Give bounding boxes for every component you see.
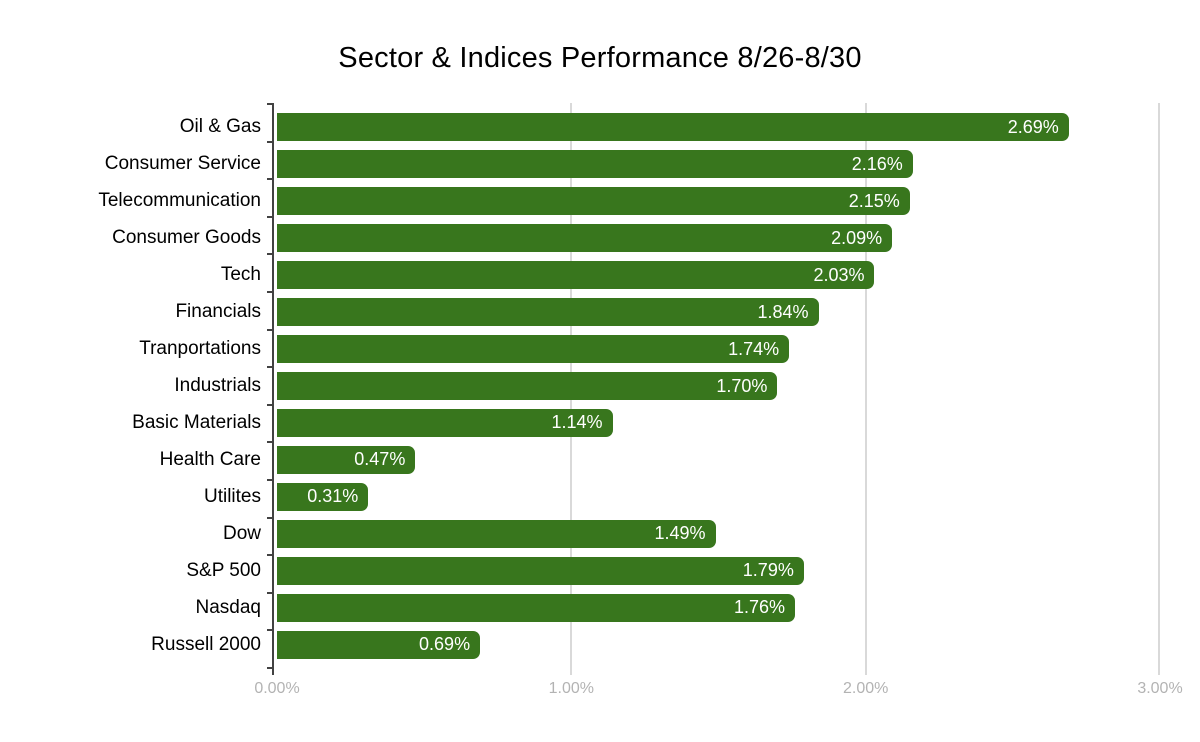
- bar-russell-2000: 0.69%: [277, 630, 481, 659]
- y-axis-tick: [267, 666, 273, 669]
- y-axis-tick: [267, 591, 273, 594]
- bar-value-label: 0.47%: [354, 449, 406, 470]
- category-label: Financials: [175, 301, 261, 323]
- bar-value-label: 2.03%: [813, 264, 865, 285]
- bar-tranportations: 1.74%: [277, 335, 790, 364]
- bar-row: 1.14%: [277, 405, 1160, 442]
- chart-title: Sector & Indices Performance 8/26-8/30: [338, 42, 862, 74]
- bar-consumer-service: 2.16%: [277, 150, 913, 179]
- bar-value-label: 1.76%: [733, 597, 786, 618]
- plot-area: 2.69% 2.16% 2.15% 2.09% 2.03% 1.84% 1.74…: [254, 103, 1183, 697]
- bar-value-label: 1.84%: [757, 301, 809, 322]
- category-label: Telecommunication: [98, 190, 261, 212]
- bar-row: 1.79%: [277, 552, 1160, 589]
- bar-health-care: 0.47%: [277, 445, 416, 474]
- bar-tech: 2.03%: [277, 261, 875, 290]
- y-axis-tick: [267, 516, 273, 519]
- bar-row: 2.16%: [277, 146, 1160, 183]
- x-tick-label: 1.00%: [548, 680, 595, 697]
- bar-row: 0.69%: [277, 626, 1160, 663]
- y-axis-tick: [267, 328, 273, 331]
- bar-financials: 1.84%: [277, 298, 819, 327]
- bar-value-label: 0.31%: [307, 486, 359, 507]
- category-label: Utilites: [203, 485, 261, 507]
- y-axis-tick: [267, 103, 273, 105]
- category-label: Tranportations: [139, 338, 261, 360]
- x-tick-label: 3.00%: [1137, 680, 1183, 697]
- bar-row: 2.69%: [277, 109, 1160, 146]
- bar-row: 2.15%: [277, 183, 1160, 220]
- y-axis-category-labels: Oil & Gas Consumer Service Telecommunica…: [0, 109, 261, 663]
- x-axis-labels: 0.00% 1.00% 2.00% 3.00%: [254, 680, 1182, 704]
- bar-value-label: 2.69%: [1007, 116, 1059, 137]
- bar-row: 1.49%: [277, 515, 1160, 552]
- bar-value-label: 1.79%: [742, 560, 794, 581]
- bar-value-label: 1.14%: [551, 412, 603, 433]
- bar-rows: 2.69% 2.16% 2.15% 2.09% 2.03% 1.84% 1.74…: [277, 109, 1160, 663]
- bar-row: 2.03%: [277, 257, 1160, 294]
- bar-row: 0.47%: [277, 441, 1160, 478]
- y-axis-tick: [267, 366, 273, 369]
- category-label: Russell 2000: [151, 633, 261, 655]
- category-label: Health Care: [159, 448, 261, 470]
- x-tick-label: 0.00%: [254, 680, 300, 697]
- y-axis-tick: [267, 140, 273, 143]
- y-axis-tick: [267, 215, 273, 218]
- category-label: Tech: [220, 264, 261, 286]
- bar-telecommunication: 2.15%: [277, 187, 910, 216]
- bar-value-label: 1.70%: [716, 375, 768, 396]
- y-axis-tick: [267, 478, 273, 481]
- bar-nasdaq: 1.76%: [277, 593, 796, 622]
- category-label: Industrials: [174, 375, 261, 397]
- y-axis-tick: [267, 554, 273, 557]
- bar-basic-materials: 1.14%: [277, 408, 613, 437]
- bar-value-label: 1.74%: [728, 338, 780, 359]
- bar-oil-gas: 2.69%: [277, 113, 1069, 142]
- bar-row: 1.84%: [277, 294, 1160, 331]
- category-label: Dow: [222, 522, 261, 544]
- y-axis-tick: [267, 629, 273, 632]
- gridline-3pct: [1158, 103, 1160, 675]
- bar-row: 1.76%: [277, 589, 1160, 626]
- bar-row: 1.74%: [277, 331, 1160, 368]
- y-axis-tick: [267, 290, 273, 293]
- bar-utilites: 0.31%: [277, 482, 369, 511]
- bar-value-label: 2.09%: [831, 227, 883, 248]
- category-label: Nasdaq: [195, 596, 262, 618]
- bar-value-label: 1.49%: [654, 523, 706, 544]
- category-label: Consumer Goods: [112, 227, 261, 249]
- y-axis-tick: [267, 403, 273, 406]
- x-tick-label: 2.00%: [842, 680, 889, 697]
- bar-row: 2.09%: [277, 220, 1160, 257]
- bar-value-label: 2.16%: [851, 153, 903, 174]
- y-axis-tick: [267, 253, 273, 256]
- bar-row: 1.70%: [277, 368, 1160, 405]
- y-axis-line: [272, 103, 274, 675]
- y-axis-tick: [267, 441, 273, 444]
- bar-value-label: 0.69%: [419, 634, 471, 655]
- category-label: Consumer Service: [104, 153, 261, 175]
- bar-dow: 1.49%: [277, 519, 716, 548]
- y-axis-tick: [267, 178, 273, 181]
- bar-sp500: 1.79%: [277, 556, 804, 585]
- category-label: Basic Materials: [132, 411, 261, 433]
- gridline-2pct: [864, 103, 867, 675]
- bar-value-label: 2.15%: [848, 190, 900, 211]
- bar-row: 0.31%: [277, 478, 1160, 515]
- category-label: S&P 500: [186, 559, 261, 581]
- bar-industrials: 1.70%: [277, 372, 778, 401]
- category-label: Oil & Gas: [179, 116, 261, 138]
- y-axis-ticks: [267, 103, 273, 669]
- bar-consumer-goods: 2.09%: [277, 224, 893, 253]
